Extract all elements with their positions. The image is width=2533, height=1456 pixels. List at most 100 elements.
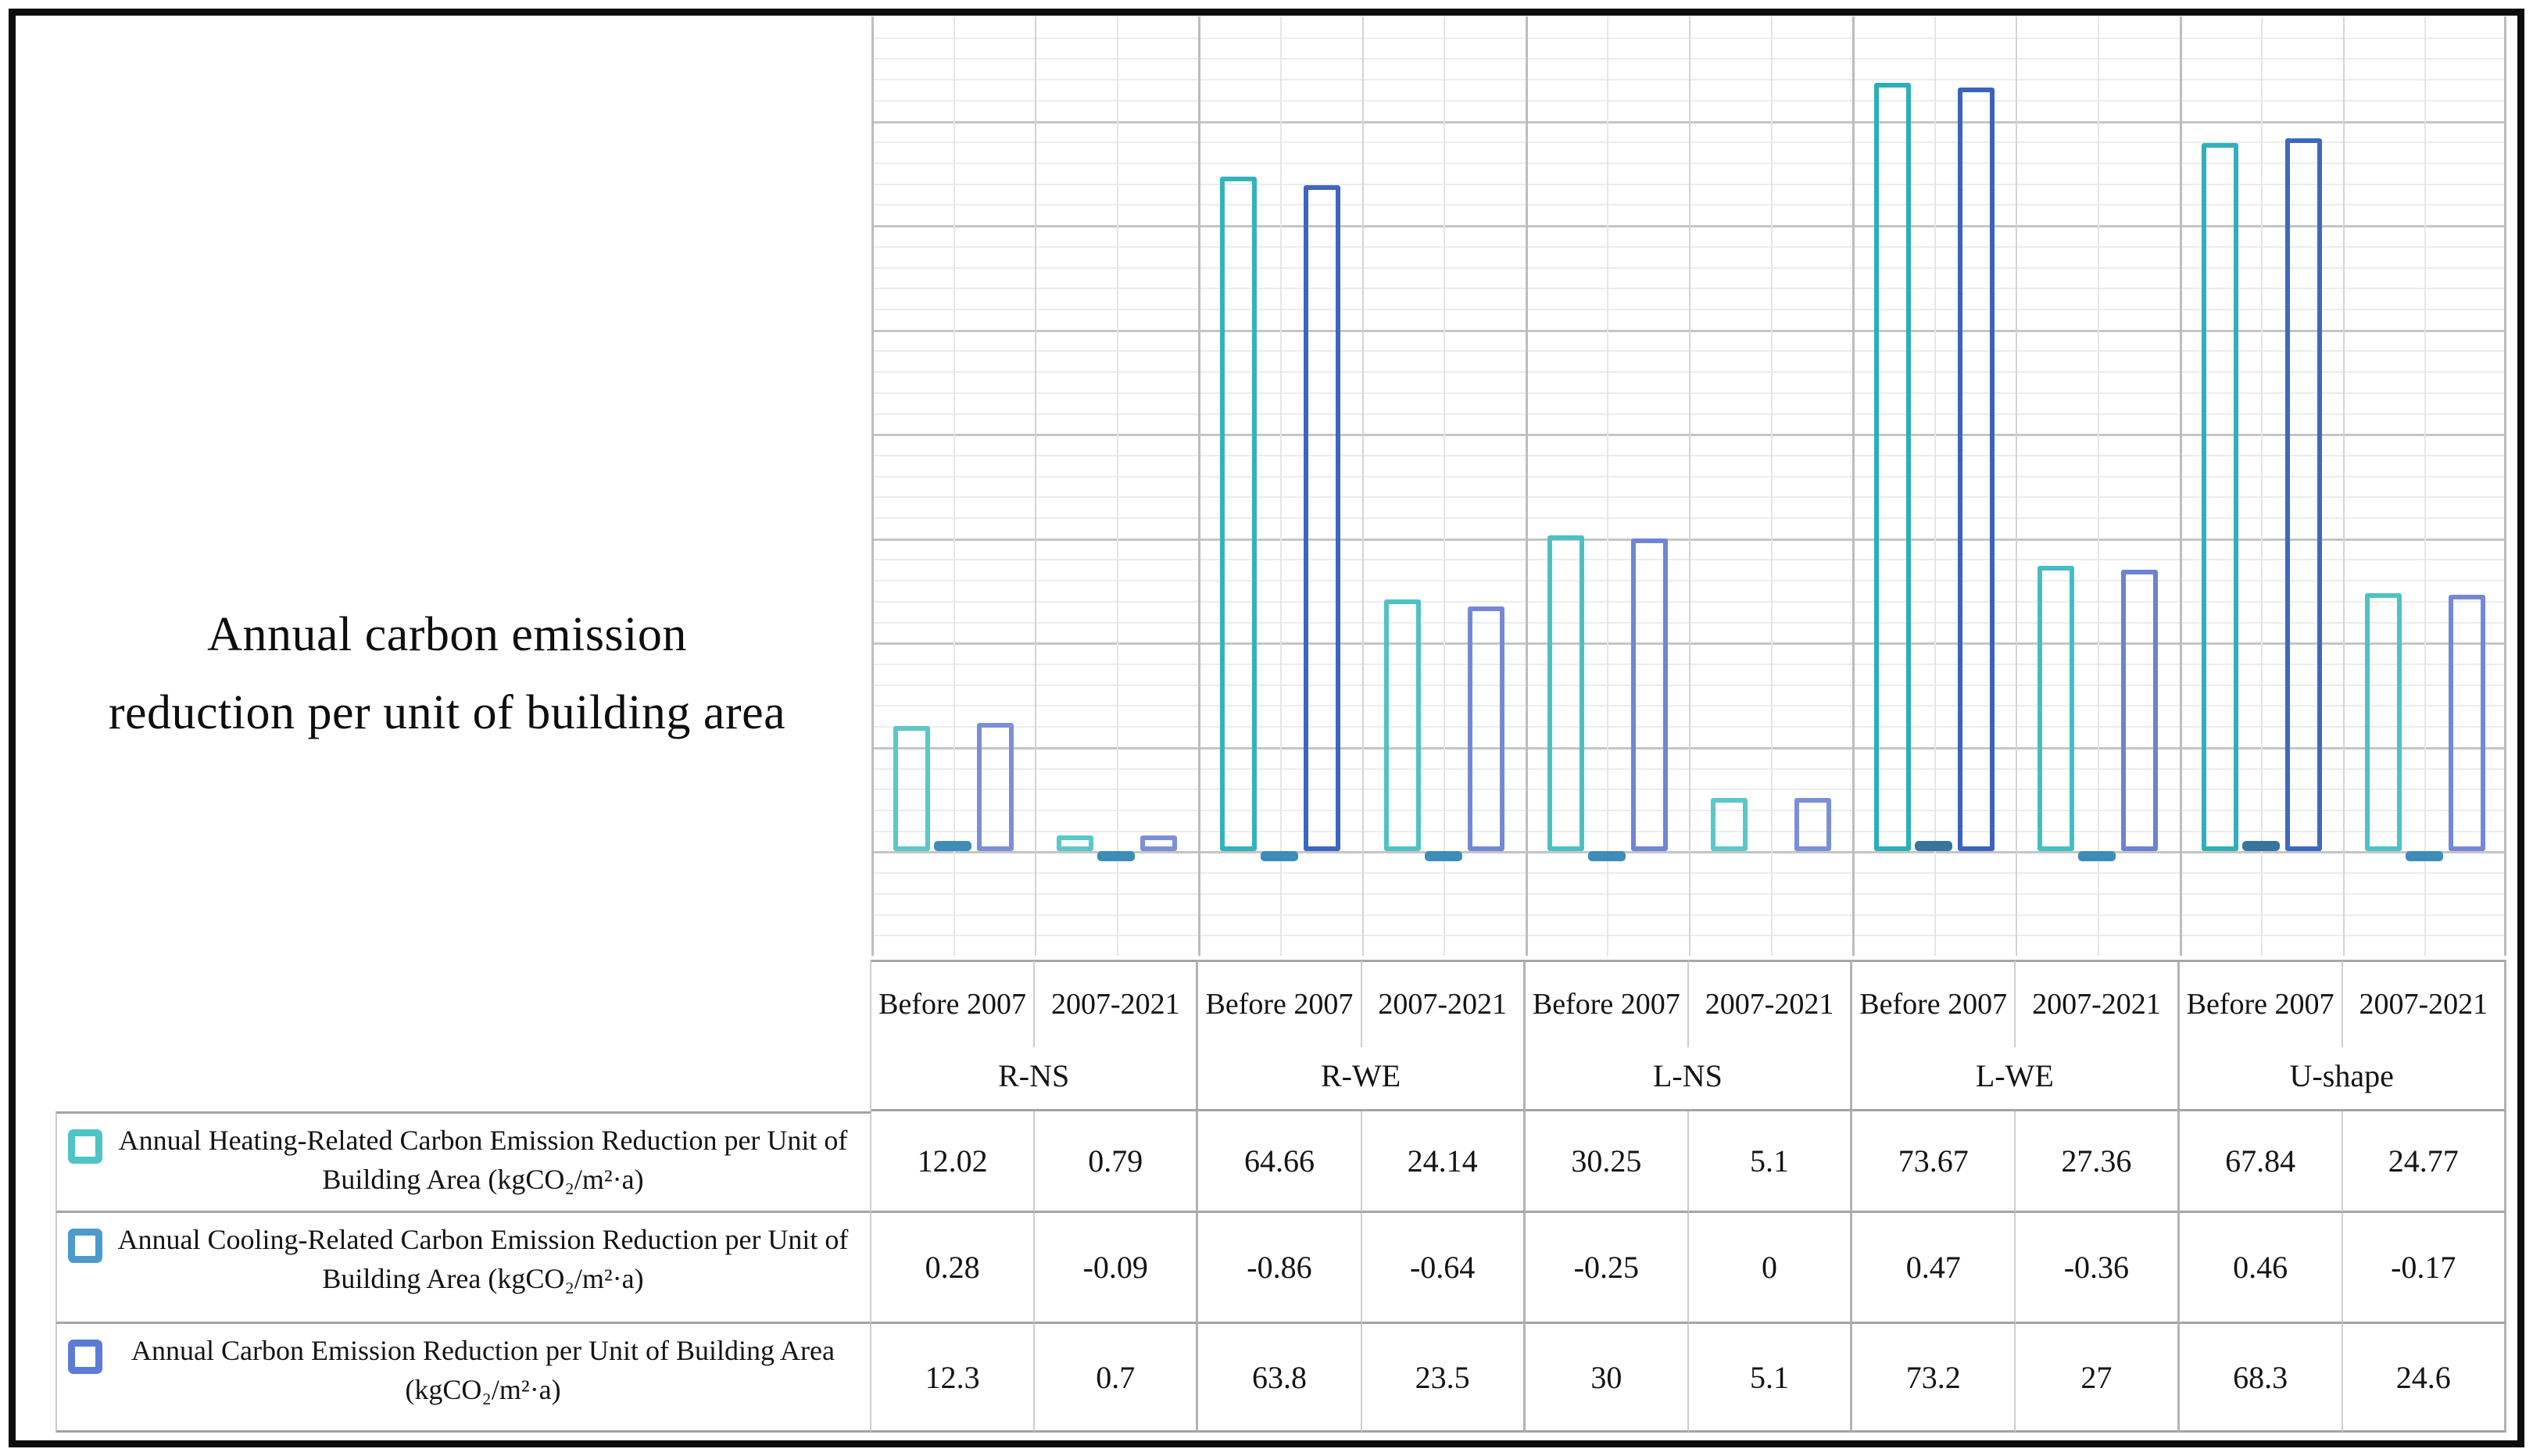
cell-gridline xyxy=(1280,16,1282,956)
bar-heating-r-we-2007-2021 xyxy=(1383,599,1421,852)
bar-total-r-ns-before-2007 xyxy=(977,723,1014,852)
cell-gridline xyxy=(953,16,955,956)
value-cell-cooling-9: -0.17 xyxy=(2342,1213,2506,1324)
bar-heating-u-shape-before-2007 xyxy=(2201,143,2238,852)
value-cell-cooling-8: 0.46 xyxy=(2179,1213,2343,1324)
chart-title: Annual carbon emission reduction per uni… xyxy=(22,596,872,753)
value-cell-total-7: 27 xyxy=(2016,1324,2180,1433)
group-boundary-gridline xyxy=(2179,16,2182,956)
period-header-r-ns-1: 2007-2021 xyxy=(1035,960,1199,1047)
value-cell-heating-1: 0.79 xyxy=(1035,1111,1199,1213)
bar-cooling-r-ns-2007-2021 xyxy=(1097,851,1136,862)
bar-cooling-r-we-before-2007 xyxy=(1261,851,1299,862)
cell-gridline xyxy=(2424,16,2427,956)
column-gridline xyxy=(2342,16,2345,956)
value-cell-total-3: 23.5 xyxy=(1361,1324,1526,1433)
bar-heating-l-ns-before-2007 xyxy=(1547,535,1584,852)
value-cell-heating-3: 24.14 xyxy=(1361,1111,1526,1213)
value-cell-total-6: 73.2 xyxy=(1852,1324,2016,1433)
value-cell-heating-8: 67.84 xyxy=(2179,1111,2343,1213)
cell-gridline xyxy=(1770,16,1773,956)
column-gridline xyxy=(1361,16,1364,956)
bar-cooling-l-ns-before-2007 xyxy=(1587,851,1626,862)
period-header-l-ns-0: Before 2007 xyxy=(1525,960,1689,1047)
bar-total-l-ns-2007-2021 xyxy=(1794,798,1831,852)
cell-gridline xyxy=(1934,16,1936,956)
group-boundary-gridline xyxy=(2504,16,2506,956)
bar-cooling-l-we-before-2007 xyxy=(1915,841,1953,852)
bar-cooling-r-ns-before-2007 xyxy=(934,841,971,852)
value-cell-cooling-5: 0 xyxy=(1688,1213,1853,1324)
value-cell-heating-6: 73.67 xyxy=(1852,1111,2016,1213)
value-cell-total-8: 68.3 xyxy=(2179,1324,2343,1433)
value-cell-heating-2: 64.66 xyxy=(1198,1111,1362,1213)
total-series-label: Annual Carbon Emission Reduction per Uni… xyxy=(131,1335,835,1405)
group-boundary-gridline xyxy=(871,16,874,956)
group-boundary-gridline xyxy=(1852,16,1855,956)
value-cell-cooling-1: -0.09 xyxy=(1035,1213,1199,1324)
bar-cooling-l-we-2007-2021 xyxy=(2078,851,2116,862)
bar-heating-l-ns-2007-2021 xyxy=(1711,798,1748,852)
bar-heating-r-ns-before-2007 xyxy=(893,725,930,852)
bar-total-r-we-before-2007 xyxy=(1304,185,1341,852)
bar-heating-u-shape-2007-2021 xyxy=(2364,592,2402,852)
heating-series-swatch-icon xyxy=(68,1129,102,1164)
bar-chart-plot-area xyxy=(871,16,2506,956)
period-header-u-shape-1: 2007-2021 xyxy=(2342,960,2506,1047)
value-cell-cooling-0: 0.28 xyxy=(871,1213,1036,1324)
chart-title-line1: Annual carbon emission xyxy=(207,608,687,661)
bar-total-l-we-2007-2021 xyxy=(2121,569,2159,852)
chart-title-line2: reduction per unit of building area xyxy=(108,686,786,740)
bar-heating-l-we-before-2007 xyxy=(1874,82,1912,852)
value-cell-cooling-2: -0.86 xyxy=(1198,1213,1362,1324)
cell-gridline xyxy=(1444,16,1446,956)
value-cell-heating-5: 5.1 xyxy=(1688,1111,1853,1213)
cell-gridline xyxy=(2261,16,2263,956)
value-cell-heating-7: 27.36 xyxy=(2016,1111,2180,1213)
data-table: Before 2007 2007-2021 Before 2007 2007-2021… xyxy=(55,960,2506,1433)
total-series-swatch-icon xyxy=(68,1340,102,1374)
value-cell-cooling-7: -0.36 xyxy=(2016,1213,2180,1324)
value-cell-cooling-6: 0.47 xyxy=(1852,1213,2016,1324)
column-gridline xyxy=(1689,16,1690,956)
value-cell-total-5: 5.1 xyxy=(1688,1324,1853,1433)
period-header-l-ns-1: 2007-2021 xyxy=(1688,960,1853,1047)
bar-heating-r-ns-2007-2021 xyxy=(1057,835,1094,852)
period-header-r-we-0: Before 2007 xyxy=(1198,960,1362,1047)
value-cell-heating-0: 12.02 xyxy=(871,1111,1036,1213)
group-boundary-gridline xyxy=(1525,16,1528,956)
value-cell-total-2: 63.8 xyxy=(1198,1324,1362,1433)
cell-gridline xyxy=(1116,16,1118,956)
table-corner-spacer2 xyxy=(55,1047,871,1111)
bar-total-l-we-before-2007 xyxy=(1958,87,1995,852)
legend-cell-cooling: Annual Cooling-Related Carbon Emission R… xyxy=(55,1213,871,1324)
cooling-series-label: Annual Cooling-Related Carbon Emission R… xyxy=(117,1224,849,1294)
group-header-l-we: L-WE xyxy=(1852,1047,2180,1111)
bar-cooling-u-shape-before-2007 xyxy=(2241,841,2280,852)
column-gridline xyxy=(1035,16,1037,956)
column-gridline xyxy=(2016,16,2018,956)
period-header-r-we-1: 2007-2021 xyxy=(1361,960,1526,1047)
cooling-series-swatch-icon xyxy=(68,1229,102,1263)
heating-series-label: Annual Heating-Related Carbon Emission R… xyxy=(118,1125,848,1195)
period-header-r-ns-0: Before 2007 xyxy=(871,960,1036,1047)
bar-heating-r-we-before-2007 xyxy=(1220,176,1258,852)
bar-total-r-ns-2007-2021 xyxy=(1140,835,1178,852)
value-cell-cooling-4: -0.25 xyxy=(1525,1213,1689,1324)
group-header-u-shape: U-shape xyxy=(2179,1047,2506,1111)
value-cell-heating-9: 24.77 xyxy=(2342,1111,2506,1213)
value-cell-total-1: 0.7 xyxy=(1035,1324,1199,1433)
bar-total-r-we-2007-2021 xyxy=(1467,606,1504,852)
legend-cell-heating: Annual Heating-Related Carbon Emission R… xyxy=(55,1111,871,1213)
group-header-r-we: R-WE xyxy=(1198,1047,1526,1111)
bar-cooling-r-we-2007-2021 xyxy=(1424,851,1462,862)
cell-gridline xyxy=(2098,16,2099,956)
group-header-r-ns: R-NS xyxy=(871,1047,1199,1111)
period-header-l-we-0: Before 2007 xyxy=(1852,960,2016,1047)
value-cell-total-4: 30 xyxy=(1525,1324,1689,1433)
value-cell-total-0: 12.3 xyxy=(871,1324,1036,1433)
group-boundary-gridline xyxy=(1198,16,1201,956)
value-cell-total-9: 24.6 xyxy=(2342,1324,2506,1433)
period-header-u-shape-0: Before 2007 xyxy=(2179,960,2343,1047)
table-corner-spacer xyxy=(55,960,871,1047)
